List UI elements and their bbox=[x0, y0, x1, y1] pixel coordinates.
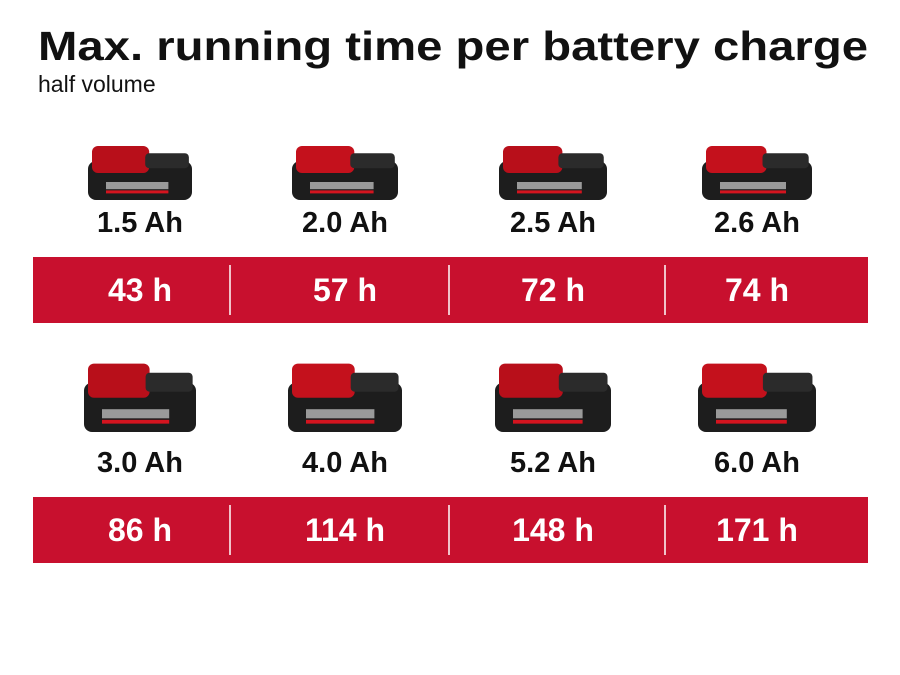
battery-label bbox=[106, 182, 169, 190]
battery-rail bbox=[558, 372, 608, 392]
capacity-label: 2.5 Ah bbox=[510, 207, 596, 239]
battery-stripe bbox=[102, 419, 170, 424]
battery-rail bbox=[350, 372, 399, 392]
battery-label bbox=[513, 409, 583, 419]
battery-stripe bbox=[720, 190, 786, 194]
battery-label bbox=[310, 182, 374, 190]
capacity-label: 2.6 Ah bbox=[714, 207, 800, 239]
runtime-label: 57 h bbox=[313, 272, 377, 308]
battery-label bbox=[517, 182, 582, 190]
battery-icon bbox=[702, 146, 812, 200]
capacity-label: 2.0 Ah bbox=[302, 207, 388, 239]
battery-rail bbox=[350, 153, 395, 169]
battery-top bbox=[92, 146, 150, 173]
capacity-label: 5.2 Ah bbox=[510, 447, 596, 479]
battery-icon bbox=[495, 363, 611, 432]
battery-icon bbox=[499, 146, 607, 200]
capacity-label: 1.5 Ah bbox=[97, 207, 183, 239]
battery-icon bbox=[88, 146, 192, 200]
runtime-label: 74 h bbox=[725, 272, 789, 308]
runtime-band bbox=[33, 497, 868, 563]
battery-icon bbox=[292, 146, 398, 200]
battery-top bbox=[88, 363, 150, 398]
runtime-label: 114 h bbox=[305, 512, 385, 548]
battery-stripe bbox=[106, 190, 169, 194]
battery-top bbox=[503, 146, 563, 173]
battery-label bbox=[306, 409, 375, 419]
battery-icon bbox=[288, 363, 402, 432]
battery-top bbox=[702, 363, 767, 398]
battery-rail bbox=[762, 153, 809, 169]
runtime-label: 148 h bbox=[512, 512, 594, 548]
battery-stripe bbox=[310, 190, 374, 194]
capacity-label: 6.0 Ah bbox=[714, 447, 800, 479]
battery-rail bbox=[762, 372, 813, 392]
battery-stripe bbox=[517, 190, 582, 194]
runtime-label: 171 h bbox=[716, 512, 798, 548]
capacity-label: 3.0 Ah bbox=[97, 447, 183, 479]
battery-label bbox=[716, 409, 787, 419]
battery-icon bbox=[698, 363, 816, 432]
runtime-label: 72 h bbox=[521, 272, 585, 308]
capacity-label: 4.0 Ah bbox=[302, 447, 388, 479]
runtime-label: 43 h bbox=[108, 272, 172, 308]
battery-stripe bbox=[513, 419, 583, 424]
battery-rail bbox=[558, 153, 604, 169]
subtitle: half volume bbox=[38, 71, 156, 97]
title: Max. running time per battery charge bbox=[38, 23, 868, 69]
battery-label bbox=[102, 409, 170, 419]
battery-icon bbox=[84, 363, 196, 432]
battery-top bbox=[296, 146, 355, 173]
battery-label bbox=[720, 182, 786, 190]
battery-top bbox=[706, 146, 767, 173]
battery-rail bbox=[145, 372, 193, 392]
battery-stripe bbox=[306, 419, 375, 424]
battery-stripe bbox=[716, 419, 787, 424]
battery-top bbox=[292, 363, 355, 398]
runtime-band bbox=[33, 257, 868, 323]
runtime-label: 86 h bbox=[108, 512, 172, 548]
battery-rail bbox=[145, 153, 189, 169]
battery-top bbox=[499, 363, 563, 398]
